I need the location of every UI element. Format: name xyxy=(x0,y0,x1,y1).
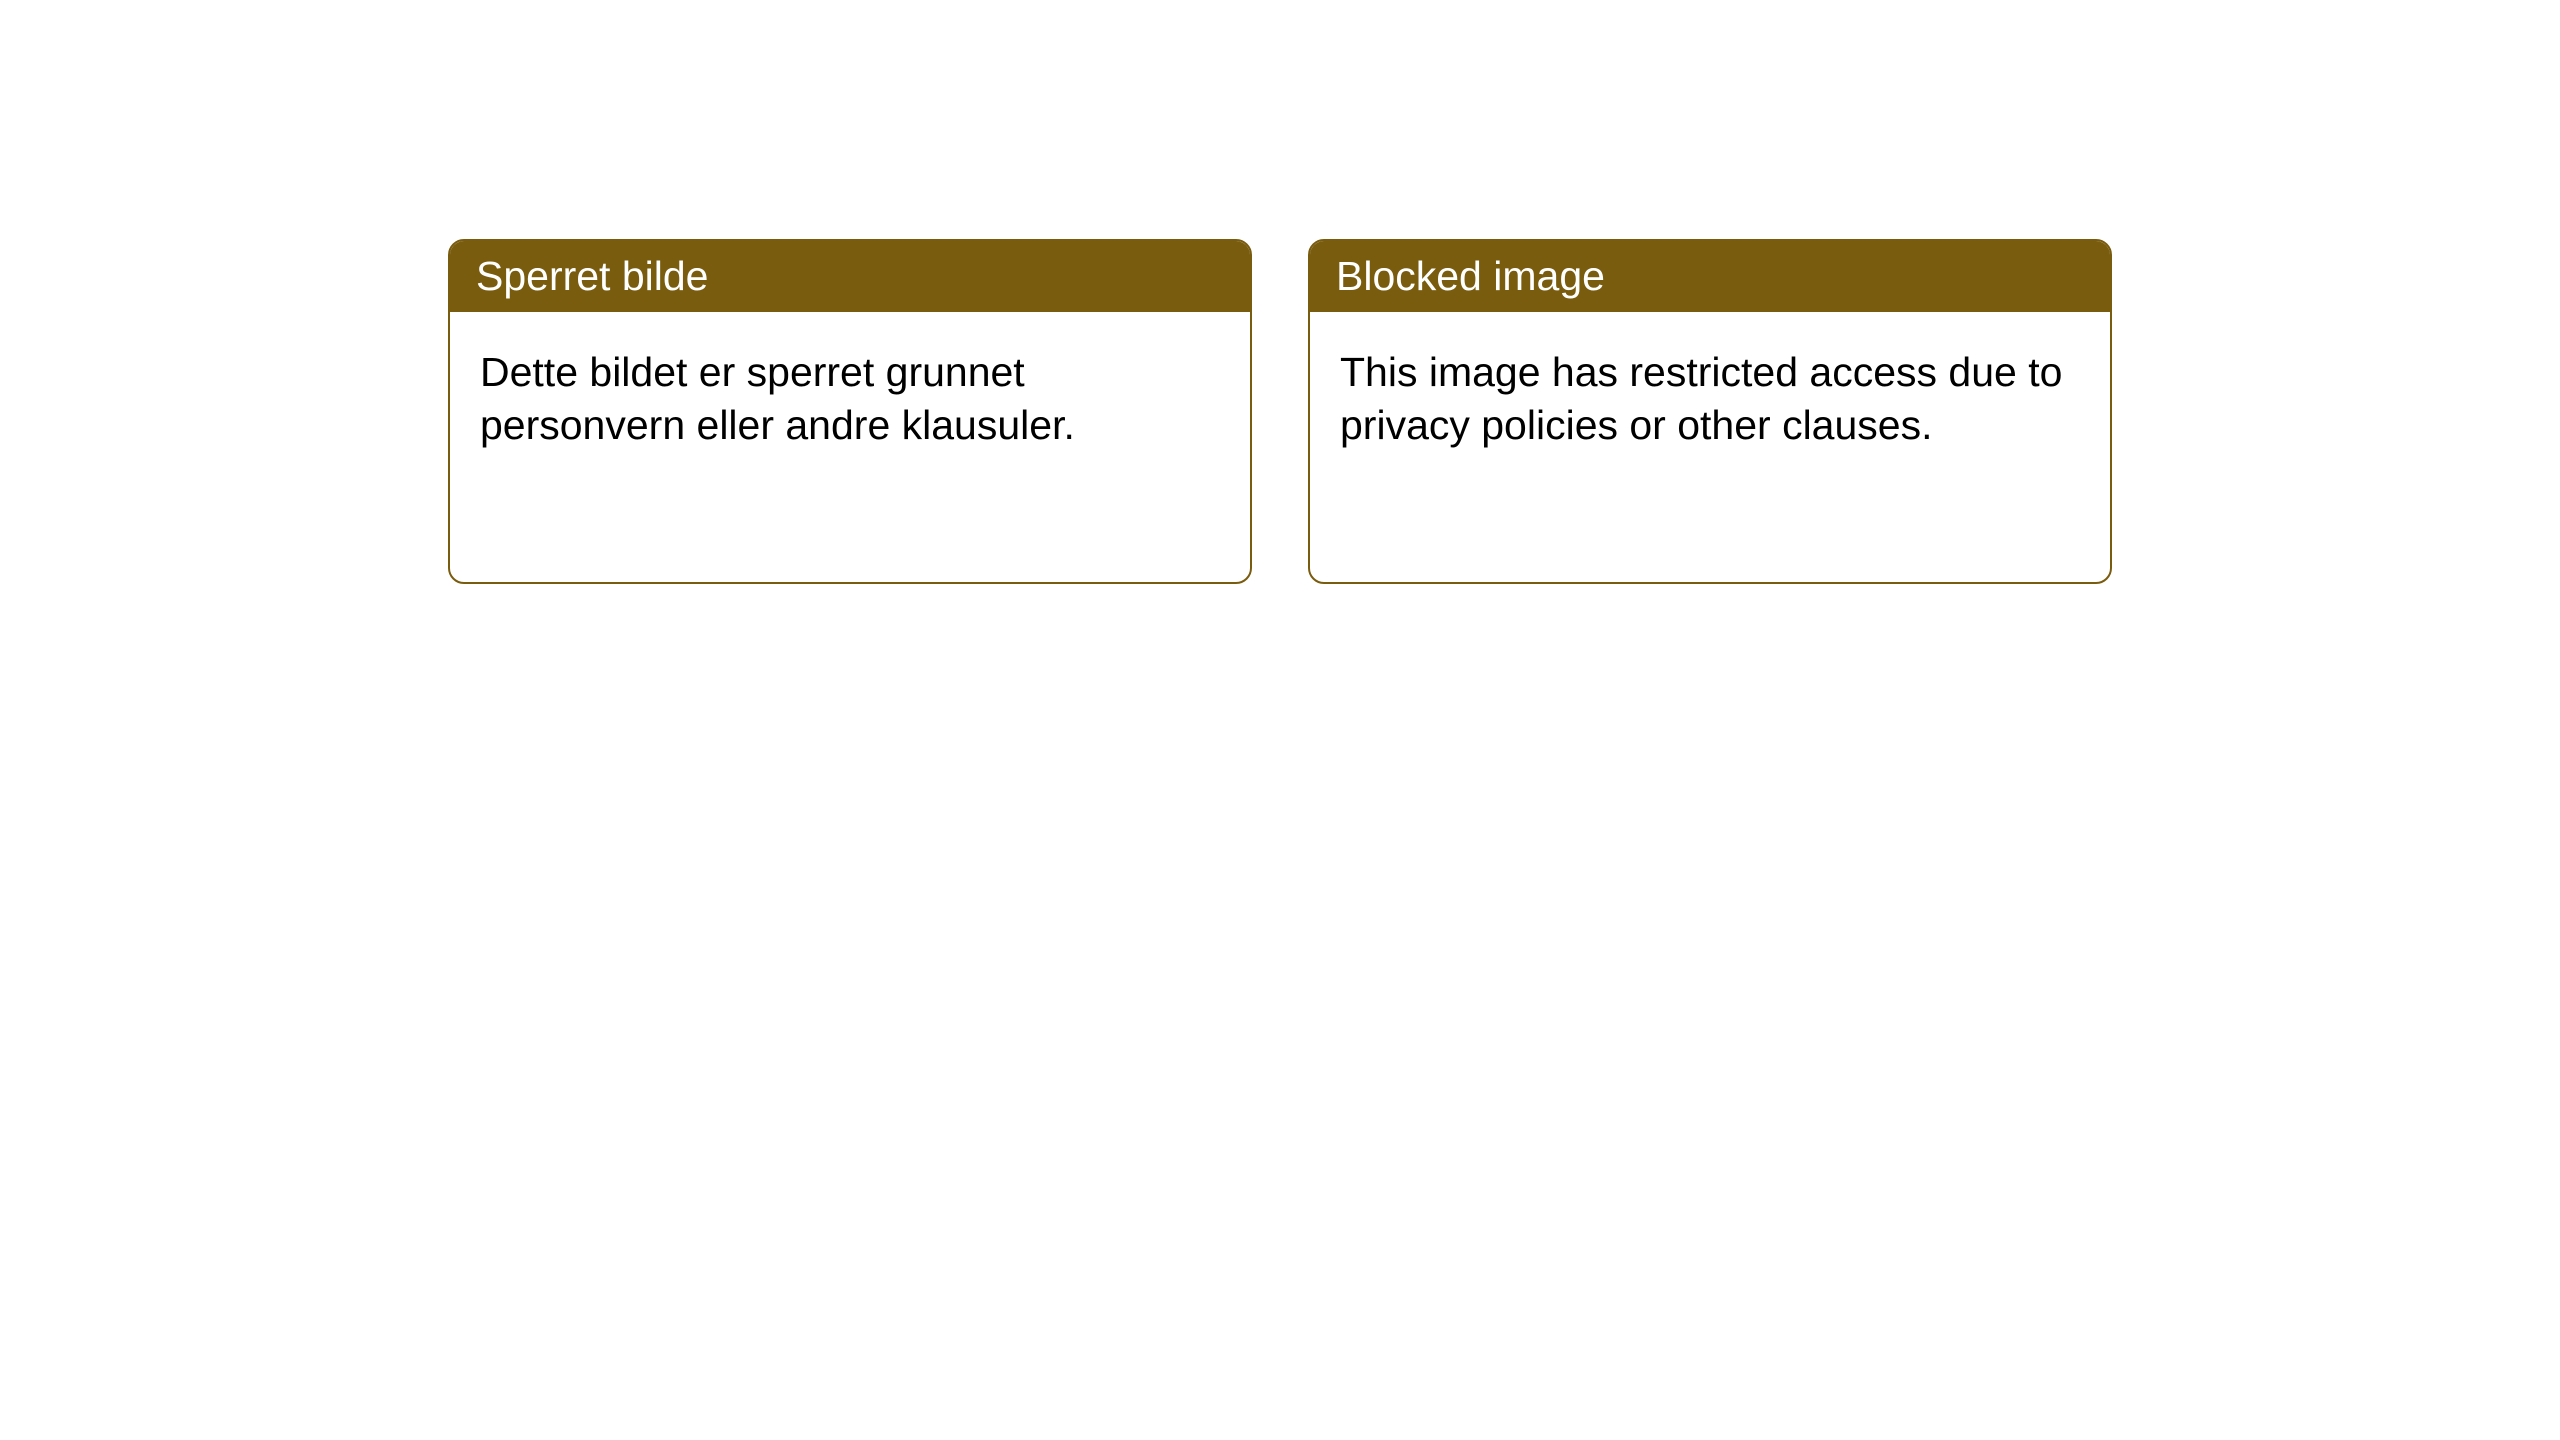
notice-body-en: This image has restricted access due to … xyxy=(1310,312,2110,582)
notice-header-no: Sperret bilde xyxy=(450,241,1250,312)
notice-card-no: Sperret bilde Dette bildet er sperret gr… xyxy=(448,239,1252,584)
notice-header-en: Blocked image xyxy=(1310,241,2110,312)
notice-body-no: Dette bildet er sperret grunnet personve… xyxy=(450,312,1250,582)
notice-card-en: Blocked image This image has restricted … xyxy=(1308,239,2112,584)
notice-container: Sperret bilde Dette bildet er sperret gr… xyxy=(448,239,2112,584)
